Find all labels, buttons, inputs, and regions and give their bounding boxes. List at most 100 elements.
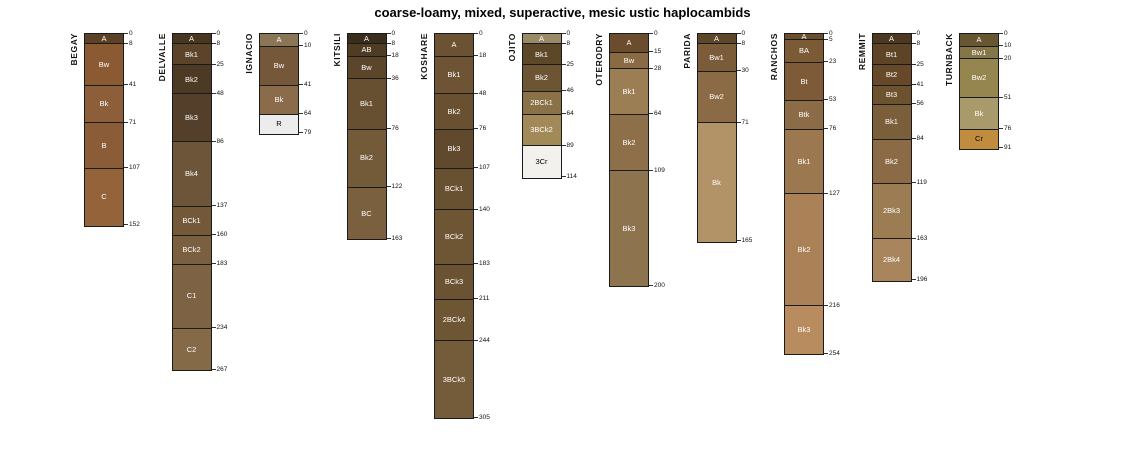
profile-turnback: TURNBACK A Bw1 Bw2 Bk Cr 0 10 20 51 76 91 [942,29,1034,433]
tick-mark [561,113,566,115]
depth-tick: 15 [649,48,661,56]
tick-mark [124,224,128,226]
depth-tick: 8 [911,39,920,47]
horizon-bk: Bk [960,98,998,130]
profile-oterodry: OTERODRY A Bw Bk1 Bk2 Bk3 0 15 28 64 109 200 [592,30,684,433]
tick-value: 0 [741,29,746,37]
profile-ranchos: RANCHOS A BA Bt Btk Bk1 Bk2 Bk3 0 5 23 53 76 127 216 25… [767,29,859,433]
horizon-bw1: Bw1 [697,44,736,72]
depth-tick: 0 [474,29,483,37]
tick-mark [474,55,478,57]
profile-delvalle: DELVALLE A Bk1 Bk2 Bk3 Bk4 BCk1 BCk2 C1 C2 0 8 25 48 8… [155,30,247,433]
horizon-a: A [435,34,473,57]
horizon-bk2: Bk2 [610,114,648,172]
tick-value: 79 [304,129,312,137]
series-name: TURNBACK [944,33,954,86]
depth-axis: 0 8 30 71 165 [736,29,771,244]
tick-value: 36 [391,74,399,82]
tick-value: 10 [304,42,312,50]
tick-value: 86 [216,137,224,145]
tick-mark [124,84,128,86]
tick-mark [386,55,391,57]
tick-mark [474,298,478,300]
depth-tick: 211 [474,295,489,303]
tick-value: 15 [654,48,662,56]
tick-value: 122 [391,183,403,191]
soil-column: A Bw1 Bw2 Bk [696,33,737,243]
horizon-bw: Bw [85,44,123,86]
tick-mark [911,42,916,44]
tick-mark [736,42,741,44]
horizon-a: A [610,34,648,53]
tick-mark [211,92,216,94]
tick-mark [386,42,391,44]
tick-value: 76 [1004,125,1012,133]
tick-mark [649,51,653,53]
profile-ojito: OJITO A Bk1 Bk2 2BCk1 3BCk2 3Cr 0 8 25 46 64 89 114 [505,30,597,433]
depth-tick: 76 [474,125,486,133]
tick-value: 8 [129,39,133,47]
horizon-b: B [85,123,123,169]
depth-tick: 51 [999,93,1011,101]
tick-value: 51 [1004,93,1012,101]
tick-mark [124,32,128,34]
tick-mark [999,57,1003,59]
tick-value: 23 [829,58,837,66]
profile-koshare: KOSHARE A Bk1 Bk2 Bk3 BCk1 BCk2 BCk3 2BCk4 3BCk5 0… [417,30,509,433]
tick-value: 183 [216,260,228,268]
horizon-btk: Btk [785,100,823,130]
tick-value: 216 [829,301,840,309]
tick-value: 0 [829,29,833,37]
tick-value: 76 [391,125,399,133]
horizon-bk2: Bk2 [435,94,473,130]
tick-value: 18 [479,52,487,60]
tick-mark [124,167,128,169]
depth-tick: 8 [736,39,745,47]
tick-value: 64 [304,110,312,118]
tick-value: 160 [216,231,228,239]
horizon-bt1: Bt1 [872,44,911,66]
tick-mark [124,121,128,123]
depth-tick: 64 [561,110,574,118]
tick-value: 200 [654,281,665,289]
series-name: KITSILI [331,33,342,67]
tick-mark [824,99,828,101]
horizon-bk3: Bk3 [785,306,823,354]
tick-value: 48 [216,89,224,97]
tick-mark [211,368,216,370]
depth-tick: 41 [299,81,311,89]
horizon-a: A [785,34,823,41]
tick-mark [211,140,216,142]
horizon-bck2: BCk2 [435,210,473,265]
tick-mark [999,96,1003,98]
series-name: DELVALLE [156,33,167,82]
tick-value: 71 [741,118,749,126]
depth-tick: 0 [561,29,570,37]
depth-tick: 48 [211,89,224,97]
tick-value: 8 [391,39,396,47]
soil-column: A Bw Bk1 Bk2 Bk3 [609,33,649,287]
horizon-bk1: Bk1 [347,79,386,130]
tick-mark [911,64,916,65]
tick-mark [911,138,916,140]
horizon-bk3: Bk3 [172,94,211,143]
depth-axis: 0 10 20 51 76 91 [999,29,1033,151]
tick-value: 0 [391,29,396,37]
tick-mark [736,121,741,123]
depth-tick: 18 [386,52,399,60]
horizon-a: A [522,34,561,45]
depth-tick: 0 [211,29,220,37]
horizon-2bck1: 2BCk1 [522,91,561,115]
tick-value: 0 [1004,29,1008,37]
depth-tick: 8 [386,39,396,47]
soil-column: A Bw1 Bw2 Bk Cr [959,33,999,150]
tick-value: 76 [829,125,837,133]
tick-mark [299,84,303,86]
depth-tick: 25 [911,61,924,69]
horizon-bw2: Bw2 [697,71,736,124]
soil-column: A AB Bw Bk1 Bk2 BC [346,33,387,241]
tick-mark [561,32,566,34]
depth-tick: 25 [561,61,574,69]
depth-tick: 107 [474,164,490,172]
tick-mark [649,32,653,34]
